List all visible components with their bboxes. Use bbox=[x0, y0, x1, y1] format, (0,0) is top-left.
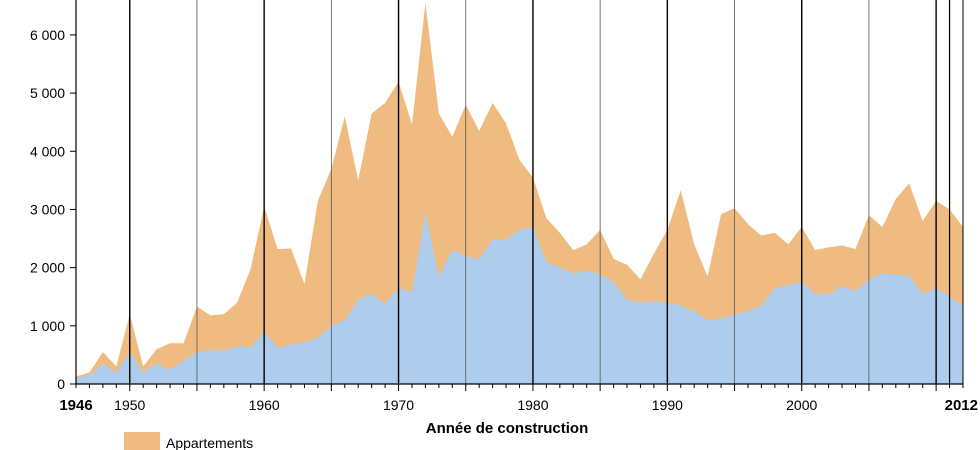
x-tick-label: 1990 bbox=[652, 397, 683, 413]
x-axis-title: Année de construction bbox=[426, 420, 589, 437]
x-tick-label: 2000 bbox=[786, 397, 817, 413]
y-tick-label: 1 000 bbox=[30, 318, 65, 334]
legend-label: Appartements bbox=[166, 435, 253, 450]
x-tick-label: 2012 bbox=[945, 397, 978, 414]
x-tick-label: 1950 bbox=[114, 397, 145, 413]
y-tick-label: 4 000 bbox=[30, 143, 65, 159]
x-tick-label: 1980 bbox=[517, 397, 548, 413]
x-tick-label: 1960 bbox=[249, 397, 280, 413]
area-series-base bbox=[76, 212, 963, 384]
x-tick-label: 1946 bbox=[59, 397, 92, 414]
y-tick-label: 0 bbox=[57, 376, 65, 392]
axis-layer bbox=[70, 0, 964, 391]
y-tick-label: 5 000 bbox=[30, 85, 65, 101]
y-tick-label: 2 000 bbox=[30, 260, 65, 276]
y-tick-label: 3 000 bbox=[30, 201, 65, 217]
x-tick-label: 1970 bbox=[383, 397, 414, 413]
y-tick-label: 6 000 bbox=[30, 27, 65, 43]
label-layer: 0 1 000 2 000 3 000 4 000 5 000 6 000 1946 1950 1… bbox=[30, 27, 978, 414]
legend-swatch bbox=[124, 432, 160, 450]
legend: Appartements bbox=[124, 432, 253, 450]
area-layer bbox=[76, 2, 963, 384]
area-series-appartements bbox=[76, 2, 963, 384]
grid-layer bbox=[129, 0, 964, 384]
